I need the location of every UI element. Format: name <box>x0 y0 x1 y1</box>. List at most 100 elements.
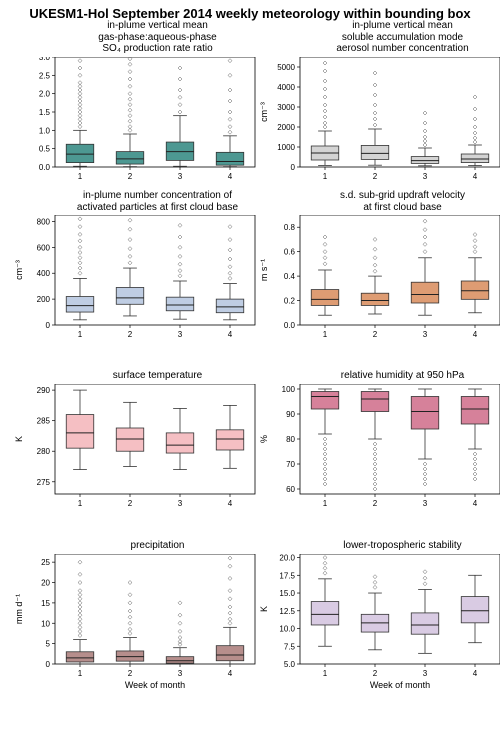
svg-text:1: 1 <box>78 330 83 339</box>
main-title: UKESM1-Hol September 2014 weekly meteoro… <box>0 6 500 21</box>
panel-title-2: in-plume number concentration of activat… <box>55 190 260 213</box>
svg-text:3: 3 <box>423 669 428 678</box>
svg-text:3: 3 <box>178 669 183 678</box>
svg-text:2: 2 <box>128 669 133 678</box>
svg-text:K: K <box>14 435 24 441</box>
svg-text:cm⁻³: cm⁻³ <box>14 260 24 280</box>
svg-text:1.0: 1.0 <box>39 126 51 135</box>
panel-svg-0: 0.00.51.01.52.02.53.01234 <box>10 57 260 183</box>
panel-svg-3: 0.00.20.40.60.8m s⁻¹1234 <box>255 215 500 341</box>
svg-text:1000: 1000 <box>277 143 295 152</box>
panel-3: s.d. sub-grid updraft velocity at first … <box>255 190 500 341</box>
svg-text:3: 3 <box>178 330 183 339</box>
svg-text:20.0: 20.0 <box>279 554 295 563</box>
panel-title-3: s.d. sub-grid updraft velocity at first … <box>300 190 500 213</box>
panel-title-4: surface temperature <box>55 370 260 382</box>
panel-svg-6: 0510152025mm d⁻¹1234Week of month <box>10 554 260 692</box>
panel-title-5: relative humidity at 950 hPa <box>300 370 500 382</box>
panel-0: in-plume vertical mean gas-phase:aqueous… <box>10 20 260 183</box>
svg-text:5000: 5000 <box>277 63 295 72</box>
svg-text:20: 20 <box>41 578 50 587</box>
svg-text:2: 2 <box>373 330 378 339</box>
panel-svg-5: 60708090100%1234 <box>255 384 500 510</box>
svg-text:2: 2 <box>128 499 133 508</box>
svg-text:1: 1 <box>323 499 328 508</box>
svg-text:1.5: 1.5 <box>39 108 51 117</box>
svg-text:3: 3 <box>178 172 183 181</box>
svg-text:80: 80 <box>286 435 295 444</box>
svg-text:0.5: 0.5 <box>39 144 51 153</box>
svg-text:3: 3 <box>423 330 428 339</box>
svg-text:2000: 2000 <box>277 123 295 132</box>
svg-text:0: 0 <box>291 163 296 172</box>
svg-text:280: 280 <box>37 447 51 456</box>
svg-text:10: 10 <box>41 619 50 628</box>
svg-text:1: 1 <box>323 172 328 181</box>
svg-text:5.0: 5.0 <box>284 660 296 669</box>
svg-text:4: 4 <box>473 172 478 181</box>
svg-text:0.0: 0.0 <box>284 321 296 330</box>
svg-text:3: 3 <box>178 499 183 508</box>
svg-text:1: 1 <box>323 330 328 339</box>
svg-text:90: 90 <box>286 410 295 419</box>
svg-text:3000: 3000 <box>277 103 295 112</box>
panel-title-6: precipitation <box>55 540 260 552</box>
svg-text:cm⁻³: cm⁻³ <box>259 102 269 122</box>
svg-text:4: 4 <box>473 669 478 678</box>
panel-title-7: lower-tropospheric stability <box>300 540 500 552</box>
panel-svg-4: 275280285290K1234 <box>10 384 260 510</box>
svg-text:3: 3 <box>423 172 428 181</box>
svg-text:0.8: 0.8 <box>284 223 296 232</box>
svg-text:5: 5 <box>46 639 51 648</box>
panel-7: lower-tropospheric stability 5.0 7.5 10.0 12… <box>255 540 500 692</box>
svg-text:25: 25 <box>41 558 50 567</box>
svg-text:15: 15 <box>41 598 50 607</box>
svg-text:290: 290 <box>37 386 51 395</box>
svg-text:400: 400 <box>37 269 51 278</box>
svg-text:4: 4 <box>228 172 233 181</box>
svg-text:0: 0 <box>46 321 51 330</box>
svg-text:2: 2 <box>373 499 378 508</box>
panel-title-1: in-plume vertical mean soluble accumulat… <box>300 20 500 55</box>
svg-text:1: 1 <box>78 669 83 678</box>
svg-text:0.4: 0.4 <box>284 272 296 281</box>
svg-text:4000: 4000 <box>277 83 295 92</box>
panel-svg-1: 0 1000 2000 3000 4000 5000 cm⁻³ 1 2 3 4 <box>255 57 500 183</box>
svg-text:2: 2 <box>128 172 133 181</box>
svg-text:275: 275 <box>37 477 51 486</box>
svg-text:12.5: 12.5 <box>279 606 295 615</box>
svg-text:1: 1 <box>78 172 83 181</box>
svg-text:2: 2 <box>373 172 378 181</box>
svg-text:600: 600 <box>37 243 51 252</box>
svg-text:2.5: 2.5 <box>39 71 51 80</box>
svg-text:15.0: 15.0 <box>279 589 295 598</box>
svg-text:4: 4 <box>473 499 478 508</box>
svg-text:17.5: 17.5 <box>279 571 295 580</box>
svg-text:3.0: 3.0 <box>39 57 51 62</box>
panel-1: in-plume vertical mean soluble accumulat… <box>255 20 500 183</box>
panel-5: relative humidity at 950 hPa60708090100%… <box>255 370 500 510</box>
svg-text:4: 4 <box>228 330 233 339</box>
svg-text:285: 285 <box>37 416 51 425</box>
svg-text:1: 1 <box>78 499 83 508</box>
svg-text:7.5: 7.5 <box>284 642 296 651</box>
svg-text:2: 2 <box>373 669 378 678</box>
svg-text:10.0: 10.0 <box>279 624 295 633</box>
svg-text:70: 70 <box>286 460 295 469</box>
svg-text:800: 800 <box>37 217 51 226</box>
panel-2: in-plume number concentration of activat… <box>10 190 260 341</box>
svg-text:4: 4 <box>228 669 233 678</box>
svg-text:4: 4 <box>473 330 478 339</box>
svg-text:%: % <box>259 434 269 442</box>
figure-container: { "main_title": "UKESM1-Hol September 20… <box>0 0 500 729</box>
panel-svg-2: 0200400600800cm⁻³1234 <box>10 215 260 341</box>
panel-6: precipitation0510152025mm d⁻¹1234Week of… <box>10 540 260 692</box>
svg-text:0: 0 <box>46 660 51 669</box>
svg-text:Week of month: Week of month <box>370 680 430 690</box>
svg-text:3: 3 <box>423 499 428 508</box>
svg-text:2: 2 <box>128 330 133 339</box>
svg-text:m s⁻¹: m s⁻¹ <box>259 259 269 281</box>
panel-4: surface temperature275280285290K1234 <box>10 370 260 510</box>
svg-text:0.6: 0.6 <box>284 248 296 257</box>
svg-text:100: 100 <box>282 385 296 394</box>
